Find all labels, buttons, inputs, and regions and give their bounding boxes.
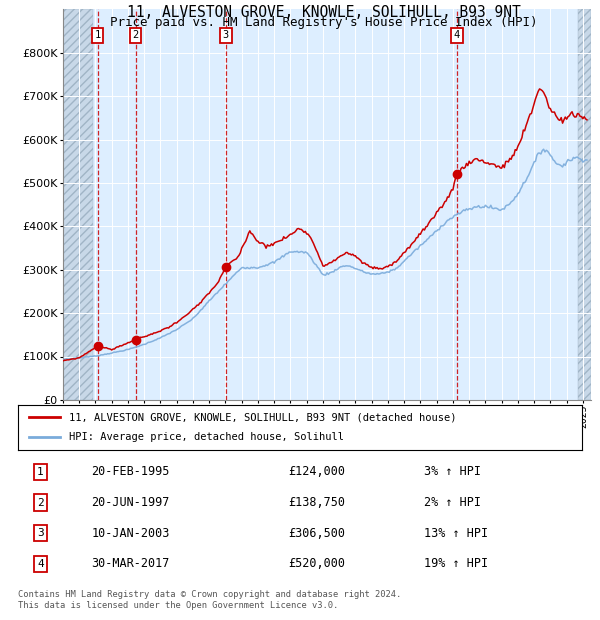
Text: £306,500: £306,500	[289, 527, 346, 540]
Text: 11, ALVESTON GROVE, KNOWLE, SOLIHULL, B93 9NT: 11, ALVESTON GROVE, KNOWLE, SOLIHULL, B9…	[127, 5, 521, 20]
Bar	[578, 9, 591, 400]
Text: 19% ↑ HPI: 19% ↑ HPI	[424, 557, 488, 570]
Text: 11, ALVESTON GROVE, KNOWLE, SOLIHULL, B93 9NT (detached house): 11, ALVESTON GROVE, KNOWLE, SOLIHULL, B9…	[69, 412, 456, 422]
Text: £124,000: £124,000	[289, 466, 346, 479]
Text: 2: 2	[37, 498, 44, 508]
Text: 4: 4	[37, 559, 44, 569]
Text: 4: 4	[454, 30, 460, 40]
Text: 3: 3	[223, 30, 229, 40]
Bar	[63, 9, 93, 400]
Text: 2: 2	[133, 30, 139, 40]
Text: 1: 1	[37, 467, 44, 477]
Text: 13% ↑ HPI: 13% ↑ HPI	[424, 527, 488, 540]
Text: 3% ↑ HPI: 3% ↑ HPI	[424, 466, 481, 479]
Text: £520,000: £520,000	[289, 557, 346, 570]
Text: 20-JUN-1997: 20-JUN-1997	[91, 496, 170, 509]
Text: 1: 1	[94, 30, 101, 40]
Text: Contains HM Land Registry data © Crown copyright and database right 2024.: Contains HM Land Registry data © Crown c…	[18, 590, 401, 600]
Text: HPI: Average price, detached house, Solihull: HPI: Average price, detached house, Soli…	[69, 432, 344, 443]
Text: Price paid vs. HM Land Registry's House Price Index (HPI): Price paid vs. HM Land Registry's House …	[110, 16, 538, 29]
Text: 2% ↑ HPI: 2% ↑ HPI	[424, 496, 481, 509]
Text: 10-JAN-2003: 10-JAN-2003	[91, 527, 170, 540]
Text: 20-FEB-1995: 20-FEB-1995	[91, 466, 170, 479]
Text: £138,750: £138,750	[289, 496, 346, 509]
Text: This data is licensed under the Open Government Licence v3.0.: This data is licensed under the Open Gov…	[18, 601, 338, 611]
Text: 3: 3	[37, 528, 44, 538]
Text: 30-MAR-2017: 30-MAR-2017	[91, 557, 170, 570]
